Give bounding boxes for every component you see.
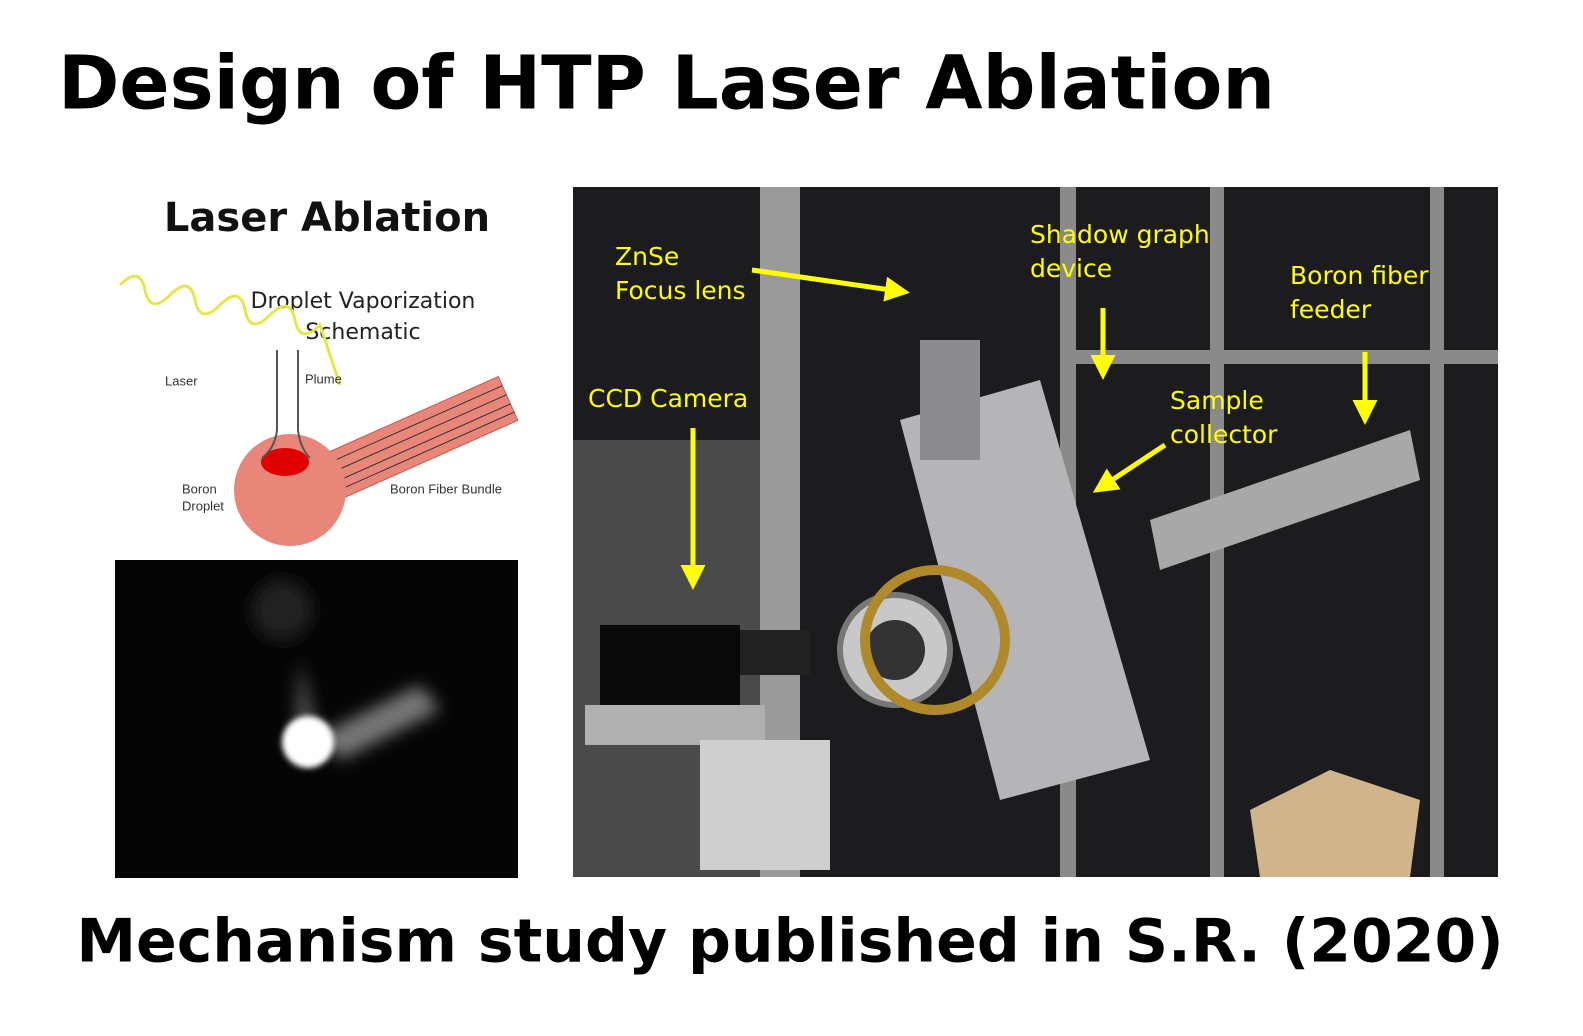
annotation: device xyxy=(1030,254,1112,283)
laser-wave xyxy=(118,274,342,386)
schematic-heading: Droplet Vaporization xyxy=(251,289,476,314)
label: Plume xyxy=(305,371,342,386)
annotation: feeder xyxy=(1290,295,1372,324)
hot-spot xyxy=(261,448,309,476)
schematic: Laser Ablation Droplet Vaporization Sche… xyxy=(118,195,519,546)
slide-title: Design of HTP Laser Ablation xyxy=(58,41,1275,127)
annotation: Shadow graph xyxy=(1030,220,1210,249)
label: Boron Fiber Bundle xyxy=(390,481,502,496)
label: Boron xyxy=(182,481,217,496)
droplet-image xyxy=(115,560,518,878)
annotation: Focus lens xyxy=(615,276,746,305)
arrow xyxy=(1092,442,1167,493)
schematic-title: Laser Ablation xyxy=(164,195,490,241)
apparatus-photo xyxy=(573,187,1498,877)
annotation: CCD Camera xyxy=(588,384,748,413)
label: Laser xyxy=(165,373,198,388)
label: Droplet xyxy=(182,498,224,513)
photo-annotations xyxy=(680,267,1378,590)
arrow xyxy=(751,267,910,302)
annotation: Boron fiber xyxy=(1290,261,1429,290)
annotation: ZnSe xyxy=(615,242,679,271)
annotation: Sample xyxy=(1170,386,1264,415)
annotation: collector xyxy=(1170,420,1278,449)
plume xyxy=(261,350,311,459)
footer: Mechanism study published in S.R. (2020) xyxy=(76,907,1503,977)
